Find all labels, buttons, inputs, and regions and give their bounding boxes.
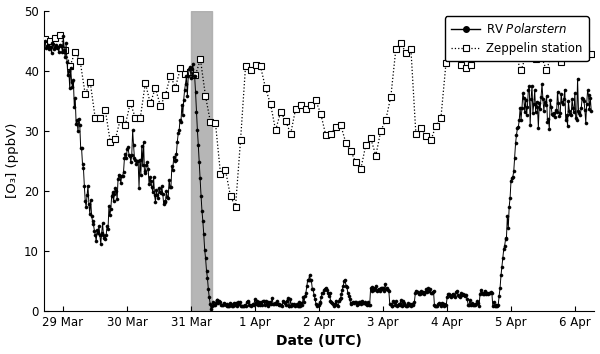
Legend: RV $\it{Polarstern}$, Zeppelin station: RV $\it{Polarstern}$, Zeppelin station — [445, 16, 589, 61]
X-axis label: Date (UTC): Date (UTC) — [276, 335, 362, 348]
Y-axis label: [O₃] (ppbV): [O₃] (ppbV) — [5, 123, 19, 199]
Bar — [191, 11, 212, 311]
